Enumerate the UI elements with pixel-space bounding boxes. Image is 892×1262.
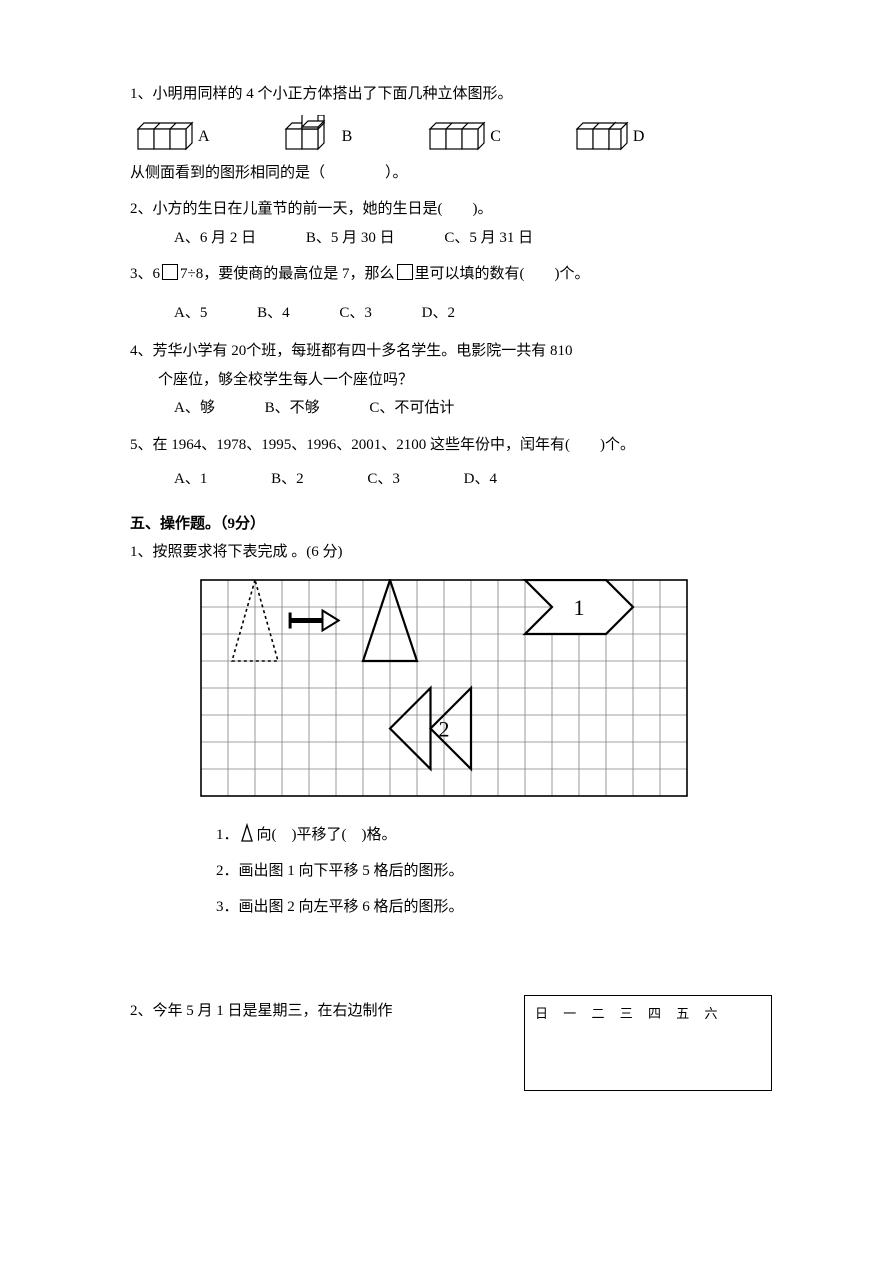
triangle-icon bbox=[239, 823, 255, 843]
question-4: 4、芳华小学有 20个班，每班都有四十多名学生。电影院一共有 810 个座位，够… bbox=[130, 337, 772, 423]
q4-line2: 个座位，够全校学生每人一个座位吗？ bbox=[130, 366, 772, 395]
q3-opt-a: A、5 bbox=[174, 299, 207, 328]
q2-text: 2、小方的生日在儿童节的前一天，她的生日是( )。 bbox=[130, 195, 772, 224]
q2-opt-b: B、5 月 30 日 bbox=[306, 224, 395, 253]
q2-opt-c: C、5 月 31 日 bbox=[444, 224, 533, 253]
section5-q1-subs: 1． 向( )平移了( )格。 2．画出图 1 向下平移 5 格后的图形。 3．画… bbox=[130, 817, 772, 925]
grid-figure: 12 bbox=[200, 579, 772, 797]
cube-c: C bbox=[422, 119, 501, 153]
cube-figures-row: A bbox=[130, 115, 772, 153]
calendar-header: 日 一 二 三 四 五 六 bbox=[535, 1002, 761, 1027]
sub1-suffix: 向( )平移了( )格。 bbox=[257, 827, 397, 843]
cube-d-label: D bbox=[633, 122, 645, 152]
question-5: 5、在 1964、1978、1995、1996、2001、2100 这些年份中，… bbox=[130, 431, 772, 494]
q3-suffix: 里可以填的数有( )个。 bbox=[415, 266, 590, 282]
q4-opt-c: C、不可估计 bbox=[369, 394, 454, 423]
question-3: 3、6 7÷8，要使商的最高位是 7，那么 里可以填的数有( )个。 A、5 B、4… bbox=[130, 260, 772, 327]
q3-prefix: 3、6 bbox=[130, 266, 160, 282]
q5-options: A、1 B、2 C、3 D、4 bbox=[130, 465, 772, 494]
q5-opt-d: D、4 bbox=[464, 465, 497, 494]
cube-c-label: C bbox=[490, 122, 501, 152]
cube-b: B bbox=[280, 115, 353, 153]
q3-opt-c: C、3 bbox=[339, 299, 372, 328]
q3-text: 3、6 7÷8，要使商的最高位是 7，那么 里可以填的数有( )个。 bbox=[130, 260, 772, 289]
svg-text:1: 1 bbox=[574, 595, 585, 620]
section5-q1-intro: 1、按照要求将下表完成 。(6 分) bbox=[130, 538, 772, 567]
svg-text:2: 2 bbox=[439, 716, 450, 741]
q1-followup: 从侧面看到的图形相同的是（ ）。 bbox=[130, 159, 772, 188]
section5-q2-row: 2、今年 5 月 1 日是星期三，在右边制作 日 一 二 三 四 五 六 bbox=[130, 995, 772, 1091]
sub1: 1． 向( )平移了( )格。 bbox=[216, 817, 772, 853]
cube-a-label: A bbox=[198, 122, 210, 152]
q4-opt-a: A、够 bbox=[174, 394, 215, 423]
question-1: 1、小明用同样的 4 个小正方体搭出了下面几种立体图形。 A bbox=[130, 80, 772, 187]
sub3: 3．画出图 2 向左平移 6 格后的图形。 bbox=[216, 889, 772, 925]
blank-box-icon bbox=[397, 264, 413, 280]
cube-a: A bbox=[130, 119, 210, 153]
cube-d: D bbox=[571, 119, 645, 153]
sub1-prefix: 1． bbox=[216, 827, 239, 843]
q5-opt-a: A、1 bbox=[174, 465, 207, 494]
q2-opt-a: A、6 月 2 日 bbox=[174, 224, 256, 253]
q5-text: 5、在 1964、1978、1995、1996、2001、2100 这些年份中，… bbox=[130, 431, 772, 460]
q5-opt-b: B、2 bbox=[271, 465, 304, 494]
q5-opt-c: C、3 bbox=[367, 465, 400, 494]
q2-options: A、6 月 2 日 B、5 月 30 日 C、5 月 31 日 bbox=[130, 224, 772, 253]
q4-opt-b: B、不够 bbox=[265, 394, 320, 423]
calendar-box: 日 一 二 三 四 五 六 bbox=[524, 995, 772, 1091]
translation-grid: 12 bbox=[200, 579, 688, 797]
q3-mid: 7÷8，要使商的最高位是 7，那么 bbox=[180, 266, 394, 282]
q3-opt-b: B、4 bbox=[257, 299, 290, 328]
sub2: 2．画出图 1 向下平移 5 格后的图形。 bbox=[216, 853, 772, 889]
q4-line1: 4、芳华小学有 20个班，每班都有四十多名学生。电影院一共有 810 bbox=[130, 337, 772, 366]
question-2: 2、小方的生日在儿童节的前一天，她的生日是( )。 A、6 月 2 日 B、5 … bbox=[130, 195, 772, 252]
q4-options: A、够 B、不够 C、不可估计 bbox=[130, 394, 772, 423]
q3-options: A、5 B、4 C、3 D、2 bbox=[130, 299, 772, 328]
cube-b-label: B bbox=[342, 122, 353, 152]
blank-box-icon bbox=[162, 264, 178, 280]
section5-q2-text: 2、今年 5 月 1 日是星期三，在右边制作 bbox=[130, 995, 524, 1026]
q3-opt-d: D、2 bbox=[422, 299, 455, 328]
section-5-header: 五、操作题。（9分） bbox=[130, 510, 772, 539]
q1-text: 1、小明用同样的 4 个小正方体搭出了下面几种立体图形。 bbox=[130, 80, 772, 109]
